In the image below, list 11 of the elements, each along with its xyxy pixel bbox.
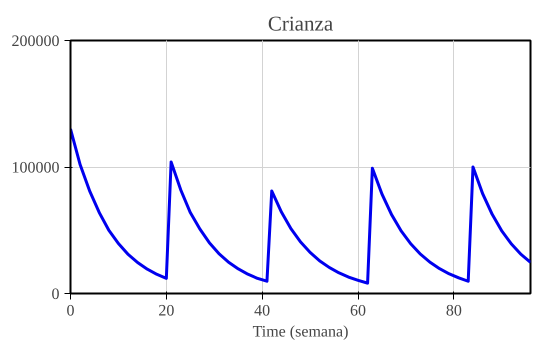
- x-axis-title: Time (semana): [252, 324, 348, 340]
- x-tick-label: 60: [350, 302, 366, 320]
- chart-title: Crianza: [268, 12, 334, 36]
- x-tick-label: 20: [158, 302, 174, 320]
- line-series: [70, 128, 530, 285]
- y-tick-label: 100000: [12, 160, 60, 176]
- x-tick-label: 0: [66, 302, 74, 320]
- y-tick-label: 200000: [12, 33, 60, 50]
- y-tick-label: 0: [52, 286, 60, 303]
- x-tick-label: 40: [254, 302, 270, 320]
- x-tick-label: 80: [446, 302, 462, 320]
